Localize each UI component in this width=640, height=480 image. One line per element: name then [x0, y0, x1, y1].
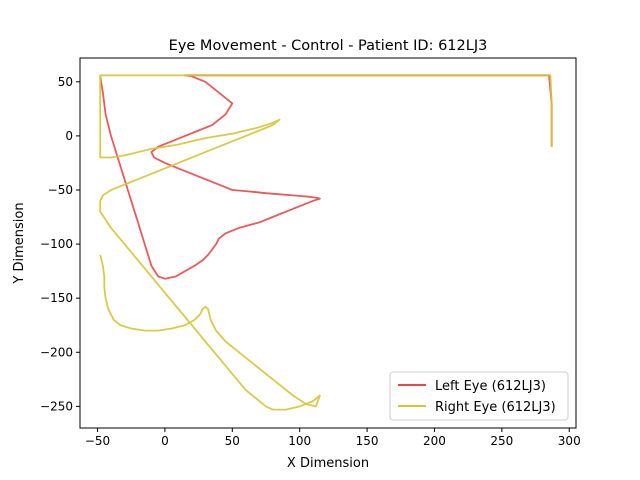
- x-tick-label: 0: [161, 434, 169, 448]
- y-tick-label: −100: [40, 237, 73, 251]
- y-tick-label: −150: [40, 291, 73, 305]
- chart-title: Eye Movement - Control - Patient ID: 612…: [169, 38, 488, 54]
- y-axis-ticks: 50 0 −50 −100 −150 −200 −250: [40, 75, 80, 413]
- legend-label-right-eye: Right Eye (612LJ3): [435, 400, 556, 415]
- legend: Left Eye (612LJ3) Right Eye (612LJ3): [389, 371, 569, 421]
- x-tick-label: −50: [85, 434, 110, 448]
- plot-frame: [79, 57, 577, 429]
- plot-lines: [99, 74, 553, 411]
- y-tick-label: −50: [48, 183, 73, 197]
- legend-box: [389, 371, 569, 421]
- x-tick-label: 250: [490, 434, 513, 448]
- x-tick-label: 100: [288, 434, 311, 448]
- legend-label-left-eye: Left Eye (612LJ3): [435, 379, 546, 394]
- series-line-right-eye: [99, 74, 553, 411]
- series-line-left-eye: [99, 74, 553, 280]
- x-tick-label: 200: [423, 434, 446, 448]
- x-tick-label: 300: [558, 434, 581, 448]
- x-axis-ticks: −50 0 50 100 150 200 250 300: [85, 428, 581, 448]
- y-axis-label: Y Dimension: [12, 202, 27, 284]
- y-tick-label: −200: [40, 345, 73, 359]
- y-tick-label: −250: [40, 399, 73, 413]
- x-axis-label: X Dimension: [287, 456, 369, 471]
- y-tick-label: 0: [65, 129, 73, 143]
- x-tick-label: 50: [225, 434, 240, 448]
- y-tick-label: 50: [58, 75, 73, 89]
- x-tick-label: 150: [356, 434, 379, 448]
